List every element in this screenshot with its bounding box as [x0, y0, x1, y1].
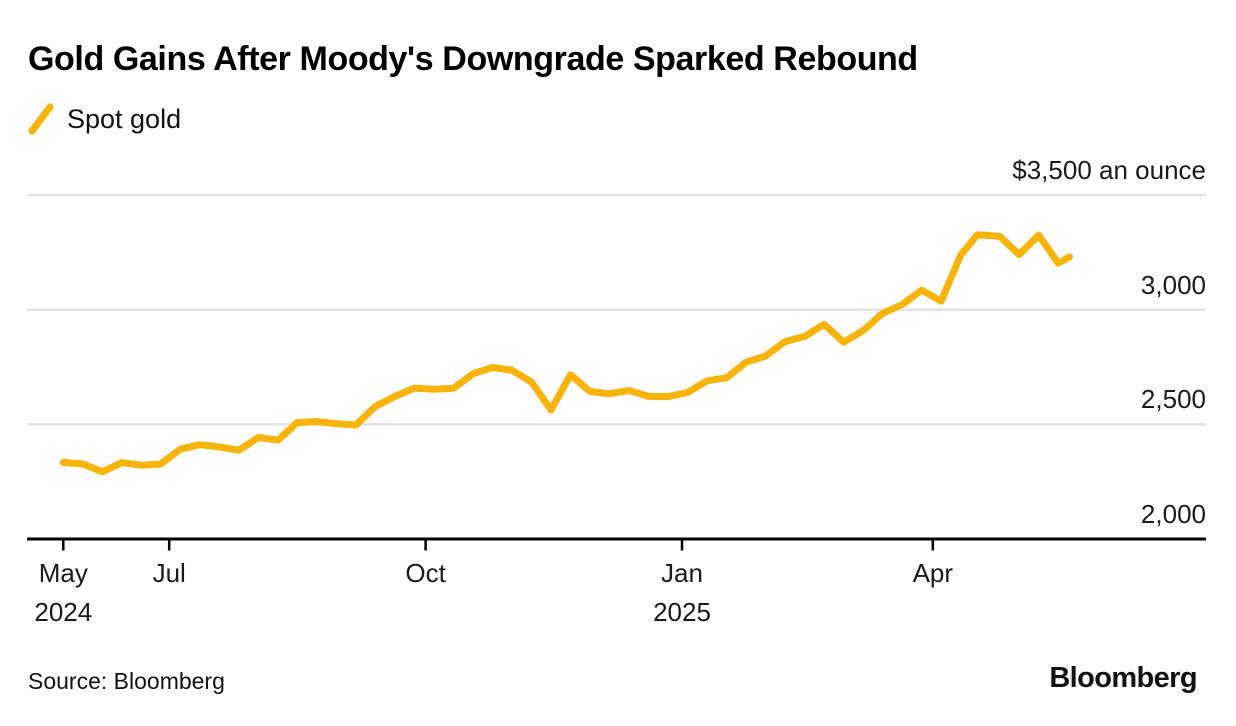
- chart-title: Gold Gains After Moody's Downgrade Spark…: [28, 40, 918, 78]
- bloomberg-logo: Bloomberg: [1049, 662, 1197, 694]
- legend-label: Spot gold: [67, 103, 182, 134]
- legend: Spot gold: [27, 102, 181, 136]
- source-label: Source: Bloomberg: [28, 668, 225, 694]
- legend-slash-icon: [28, 103, 54, 135]
- spot-gold-line: [59, 231, 1073, 476]
